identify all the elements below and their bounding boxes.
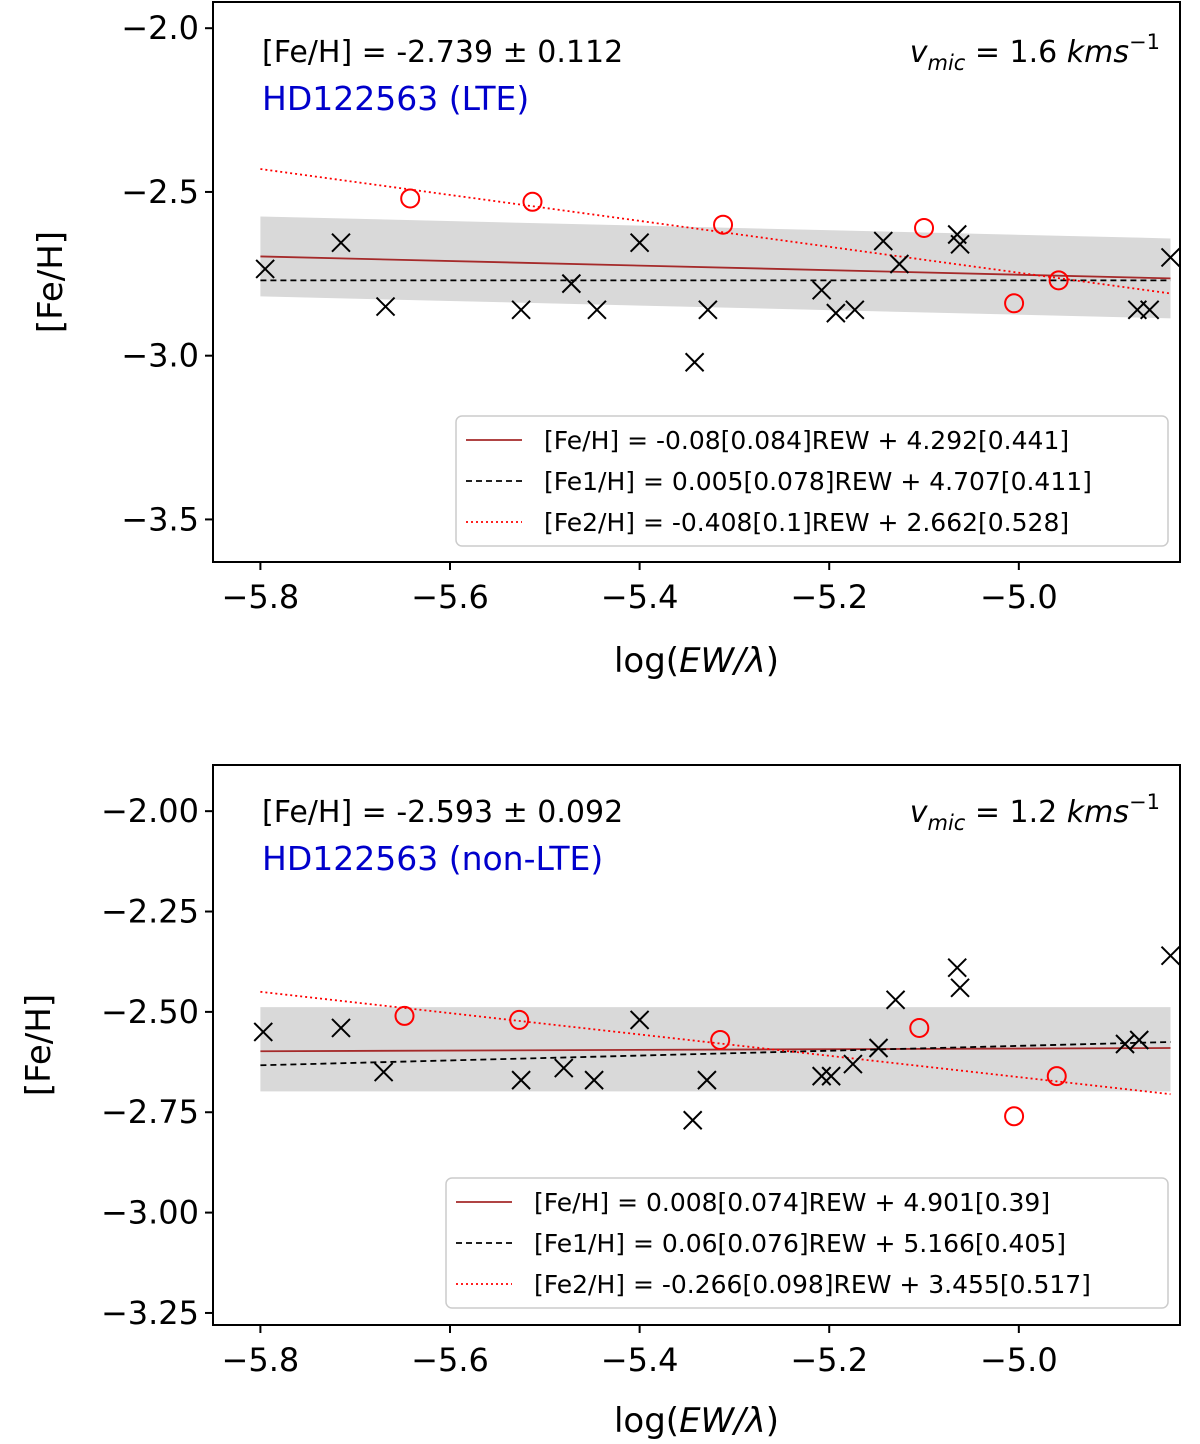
chart1-fit-fe <box>260 255 1171 280</box>
chart2-fe1-point <box>683 1110 703 1130</box>
chart1-xlabel: log(EW/λ) <box>614 641 779 681</box>
chart2-fe1-point <box>584 1070 604 1090</box>
chart1-ytick-label: −3.0 <box>121 337 199 375</box>
chart1-fe1-point <box>811 280 832 300</box>
chart2-feh-annotation: [Fe/H] = -2.593 ± 0.092 <box>262 795 623 830</box>
chart2-ytick-label: −2.50 <box>101 993 199 1031</box>
chart1-legend: [Fe/H] = -0.08[0.084]REW + 4.292[0.441] [… <box>455 415 1169 547</box>
chart1-star-label: HD122563 (LTE) <box>262 79 529 118</box>
chart2-fe1-point <box>950 978 970 998</box>
chart2-fe1-point <box>697 1070 717 1090</box>
chart2-xtick-label: −5.6 <box>411 1341 489 1379</box>
chart2-fe2-point <box>1046 1066 1067 1087</box>
chart1-ytick-label: −2.0 <box>121 9 199 47</box>
chart1-fe2-point <box>522 191 543 212</box>
chart1-fe1-point <box>889 254 910 274</box>
chart2-fe1-point <box>373 1062 394 1082</box>
chart1-fe1-point <box>255 259 275 279</box>
chart1-fe1-point <box>331 232 351 253</box>
chart1-xtick-label: −5.4 <box>601 578 679 616</box>
chart2-xtick-label: −5.4 <box>601 1341 679 1379</box>
chart1-fe1-point <box>873 231 893 251</box>
chart1-fe1-point <box>826 303 846 323</box>
chart1-fe1-point <box>684 352 705 372</box>
chart1-fe1-point <box>561 273 582 294</box>
chart1-ytick-label: −2.5 <box>121 173 199 211</box>
chart1-fe1-point <box>587 300 607 320</box>
chart1-fe1-point <box>1160 247 1181 268</box>
chart2-fe1-point <box>511 1070 531 1090</box>
chart2-fe1-point <box>821 1066 841 1086</box>
chart2-fe1-point <box>331 1018 351 1038</box>
chart1-fe2-point <box>914 217 935 238</box>
chart1-fe1-point <box>950 234 970 255</box>
chart2-fe2-point <box>710 1029 731 1050</box>
chart1-ytick-label: −3.5 <box>121 500 199 538</box>
chart1: −5.8 −5.6 −5.4 −5.2 −5.0 −2.0 −2.5 −3.0 −3.5 log(… <box>31 1 1181 681</box>
chart2-fit-fe1 <box>260 1041 1171 1067</box>
chart2-xlabel: log(EW/λ) <box>614 1401 779 1441</box>
chart1-fe1-point <box>511 300 531 320</box>
chart1-fe2-point <box>1004 293 1025 314</box>
chart1-fe2-point <box>713 214 734 235</box>
chart2-axes-frame <box>212 764 1181 1326</box>
chart2-fe2-point <box>509 1009 530 1030</box>
chart2-ylabel: [Fe/H] <box>19 994 59 1096</box>
chart2-fe2-point <box>394 1005 415 1026</box>
chart2-xtick-label: −5.8 <box>222 1341 300 1379</box>
chart2-fe1-point <box>843 1054 863 1074</box>
chart1-xtick-label: −5.6 <box>411 578 489 616</box>
chart2-ytick-label: −3.25 <box>101 1294 199 1332</box>
chart2-fe1-point <box>947 958 967 978</box>
chart1-xtick-label: −5.8 <box>222 578 300 616</box>
chart2-ytick-label: −3.00 <box>101 1194 199 1232</box>
chart1-fe1-point <box>629 232 650 253</box>
chart1-fe2-point <box>1048 270 1069 291</box>
chart2-fe1-point <box>885 990 906 1010</box>
chart1-legend-label-fe2: [Fe2/H] = -0.408[0.1]REW + 2.662[0.528] <box>544 508 1069 537</box>
chart1-legend-label-fe: [Fe/H] = -0.08[0.084]REW + 4.292[0.441] <box>544 426 1069 455</box>
chart2-ytick-label: −2.00 <box>101 792 199 830</box>
chart1-fe1-point <box>1139 300 1160 320</box>
chart1-fit-fe2 <box>260 168 1171 295</box>
chart1-fe2-point <box>400 188 421 209</box>
chart1-ylabel: [Fe/H] <box>31 231 71 333</box>
chart2-ytick-label: −2.75 <box>101 1093 199 1131</box>
chart2-ytick-label: −2.25 <box>101 893 199 931</box>
chart1-fe1-point <box>698 300 718 320</box>
chart1-fe1-point <box>845 300 865 320</box>
chart2-legend: [Fe/H] = 0.008[0.074]REW + 4.901[0.39] [F… <box>445 1177 1169 1309</box>
chart2-star-label: HD122563 (non-LTE) <box>262 839 603 878</box>
chart2-fe1-point <box>868 1038 889 1058</box>
chart1-xtick-label: −5.2 <box>790 578 868 616</box>
chart2-xtick-label: −5.2 <box>790 1341 868 1379</box>
chart2-legend-label-fe1: [Fe1/H] = 0.06[0.076]REW + 5.166[0.405] <box>534 1229 1066 1258</box>
chart2-legend-label-fe: [Fe/H] = 0.008[0.074]REW + 4.901[0.39] <box>534 1188 1050 1217</box>
chart2: −5.8 −5.6 −5.4 −5.2 −5.0 −2.00 −2.25 −2.50 −2.75… <box>19 764 1181 1441</box>
chart2-fe2-point <box>909 1017 930 1038</box>
chart1-feh-annotation: [Fe/H] = -2.739 ± 0.112 <box>262 35 623 70</box>
chart2-fe1-point <box>1160 945 1181 966</box>
chart1-xtick-label: −5.0 <box>980 578 1058 616</box>
chart1-fe1-point <box>375 296 396 317</box>
chart2-legend-label-fe2: [Fe2/H] = -0.266[0.098]REW + 3.455[0.517… <box>534 1270 1091 1299</box>
chart2-vmic-annotation: vmic = 1.2 kms−1 <box>910 790 1160 835</box>
chart2-fe1-point <box>554 1058 574 1078</box>
chart2-xtick-label: −5.0 <box>980 1341 1058 1379</box>
chart2-fe1-point <box>253 1022 273 1042</box>
chart1-axes-frame <box>212 1 1181 563</box>
chart2-fe1-point <box>629 1010 650 1030</box>
chart2-fe1-point <box>811 1066 832 1086</box>
chart2-fe1-point <box>1115 1034 1135 1054</box>
chart1-legend-label-fe1: [Fe1/H] = 0.005[0.078]REW + 4.707[0.411] <box>544 467 1092 496</box>
chart2-fit-fe <box>260 1047 1171 1053</box>
chart2-fe1-point <box>1129 1030 1149 1050</box>
chart1-vmic-annotation: vmic = 1.6 kms−1 <box>910 30 1160 75</box>
chart2-fe2-point <box>1004 1106 1025 1127</box>
